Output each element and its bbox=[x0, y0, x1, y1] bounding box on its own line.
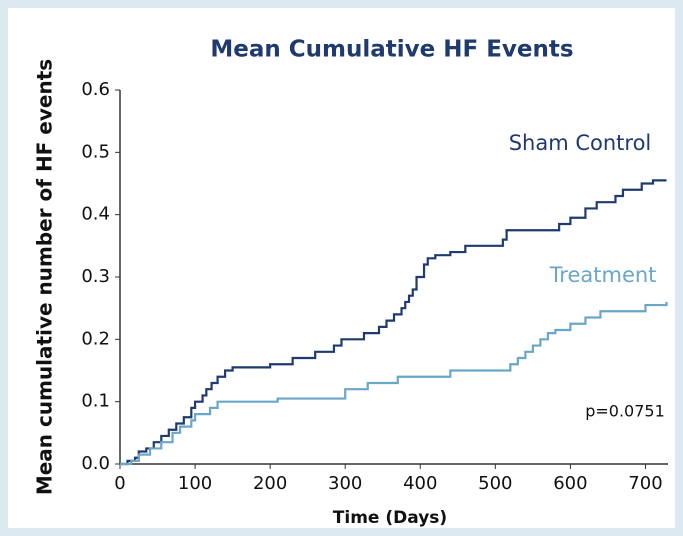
x-tick-label: 200 bbox=[253, 473, 287, 494]
y-tick-label: 0.1 bbox=[81, 391, 110, 412]
y-tick-label: 0.6 bbox=[81, 79, 110, 100]
x-axis-label: Time (Days) bbox=[333, 508, 447, 528]
y-tick-label: 0.3 bbox=[81, 266, 110, 287]
y-tick-label: 0.5 bbox=[81, 141, 110, 162]
chart-title: Mean Cumulative HF Events bbox=[210, 37, 573, 63]
y-tick-label: 0.4 bbox=[81, 204, 110, 225]
x-tick-label: 100 bbox=[178, 473, 212, 494]
x-tick-label: 0 bbox=[114, 473, 125, 494]
y-tick-label: 0.0 bbox=[81, 453, 110, 474]
x-tick-label: 400 bbox=[403, 473, 437, 494]
y-tick-label: 0.2 bbox=[81, 328, 110, 349]
y-axis-label: Mean cumulative number of HF events bbox=[33, 59, 57, 495]
series-label: Treatment bbox=[549, 263, 657, 287]
x-tick-label: 600 bbox=[553, 473, 587, 494]
panel bbox=[8, 8, 675, 528]
series-label: Sham Control bbox=[509, 131, 652, 155]
step-line bbox=[120, 301, 668, 466]
x-tick-label: 300 bbox=[328, 473, 362, 494]
step-line bbox=[120, 179, 667, 466]
x-tick-label: 500 bbox=[478, 473, 512, 494]
p-value: p=0.0751 bbox=[585, 402, 665, 421]
x-tick-label: 700 bbox=[628, 473, 662, 494]
